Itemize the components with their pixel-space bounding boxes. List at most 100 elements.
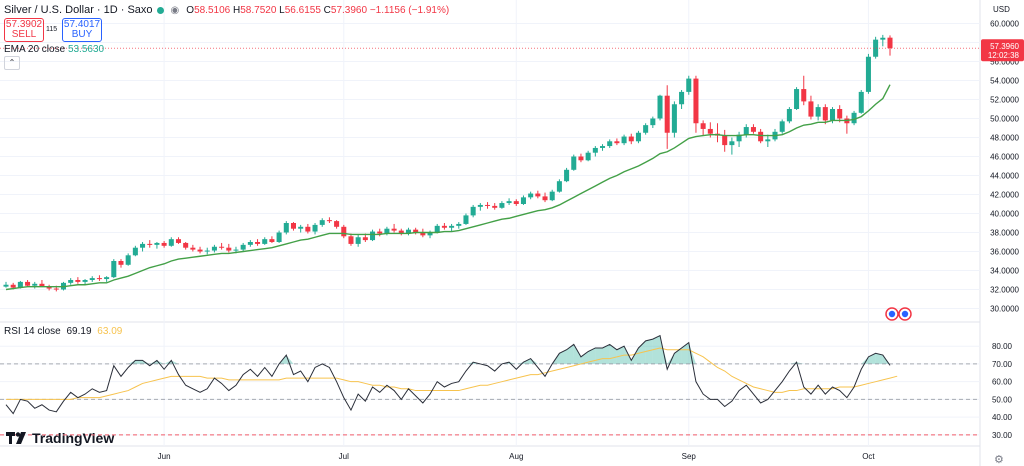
candle-body [384, 228, 390, 234]
candle-body [808, 101, 814, 117]
candle-body [276, 232, 282, 242]
candle-body [686, 78, 692, 92]
ema-label: EMA 20 close [4, 44, 66, 55]
candle-body [161, 242, 167, 246]
candle-body [233, 249, 239, 251]
candle-body [434, 225, 440, 233]
buy-price: 57.4017 [63, 19, 101, 30]
overbought-fill-segment [861, 356, 869, 364]
rsi-legend[interactable]: RSI 14 close 69.19 63.09 [4, 326, 122, 337]
rsi-tick-label: 50.00 [992, 395, 1013, 404]
candle-body [46, 286, 52, 289]
candle-body [197, 249, 203, 252]
symbol-title[interactable]: Silver / U.S. Dollar · 1D · Saxo [4, 4, 153, 16]
buy-button[interactable]: 57.4017 BUY [62, 18, 102, 42]
rsi-axis[interactable]: 80.00 70.00 60.00 50.00 40.00 30.00 [992, 342, 1013, 440]
candle-body [132, 247, 138, 256]
candle-body [707, 128, 713, 134]
gear-icon[interactable]: ⚙ [994, 454, 1004, 466]
candle-body [722, 135, 728, 146]
candle-body [865, 56, 871, 92]
time-tick-label: Jul [339, 452, 349, 461]
chevron-up-icon[interactable]: ⌃ [4, 56, 20, 70]
time-tick-label: Aug [509, 452, 523, 461]
price-tick-label: 36.0000 [990, 248, 1019, 257]
candle-body [168, 239, 174, 246]
candle-body [549, 191, 555, 201]
candle-body [621, 136, 627, 144]
price-tick-label: 40.0000 [990, 210, 1019, 219]
candle-body [348, 236, 354, 244]
candle-body [3, 284, 9, 287]
candle-body [873, 39, 879, 57]
candle-body [183, 242, 189, 248]
us-flag-icon [888, 310, 896, 318]
candle-body [75, 280, 81, 282]
candle-body [829, 109, 836, 121]
price-tick-label: 52.0000 [990, 96, 1019, 105]
sell-label: SELL [11, 29, 37, 40]
candle-body [743, 127, 749, 135]
candle-body [571, 156, 577, 170]
candle-body [858, 91, 864, 113]
candle-body [118, 261, 124, 265]
candle-body [10, 284, 16, 288]
candle-body [535, 193, 541, 197]
price-tick-label: 42.0000 [990, 191, 1019, 200]
ema-legend[interactable]: EMA 20 close 53.5630 [4, 44, 104, 55]
rsi-levels [0, 363, 980, 436]
overbought-fill-segment [559, 349, 567, 364]
rsi-ma-value: 63.09 [97, 326, 123, 337]
time-tick-label: Jun [158, 452, 171, 461]
tradingview-logo[interactable]: TradingView [6, 430, 114, 446]
overbought-fill-segment [530, 358, 538, 364]
sell-button[interactable]: 57.3902 SELL [4, 18, 44, 42]
candle-body [96, 278, 102, 280]
candle-body [89, 278, 95, 280]
spread-value: 115 [46, 26, 58, 33]
price-tick-label: 54.0000 [990, 77, 1019, 86]
rsi-tick-label: 60.00 [992, 378, 1013, 387]
candle-body [269, 239, 275, 242]
candle-body [779, 121, 785, 132]
price-tick-label: 34.0000 [990, 267, 1019, 276]
candle-body [219, 246, 225, 248]
candle-body [211, 246, 217, 251]
candles [3, 34, 893, 292]
candle-body [815, 107, 821, 117]
price-tick-label: 32.0000 [990, 286, 1019, 295]
overbought-fill-segment [573, 344, 581, 364]
candle-body [556, 181, 562, 192]
price-tick-label: 60.0000 [990, 20, 1019, 29]
candle-body [398, 230, 404, 234]
event-markers[interactable] [885, 307, 912, 321]
candle-body [175, 239, 182, 243]
price-axis[interactable]: 60.000058.000056.000054.000052.000050.00… [981, 20, 1024, 314]
candle-body [520, 197, 526, 204]
price-tick-label: 38.0000 [990, 229, 1019, 238]
eye-icon[interactable]: ◉ [170, 4, 180, 16]
candle-body [679, 91, 685, 105]
candle-body [729, 141, 735, 146]
candle-body [463, 215, 469, 224]
candle-body [671, 104, 677, 133]
us-flag-icon [901, 310, 909, 318]
candle-body [801, 89, 807, 102]
candle-body [247, 242, 253, 245]
countdown-label: 12:02:38 [988, 51, 1020, 60]
candle-body [262, 239, 268, 244]
candle-body [283, 223, 289, 233]
candle-body [341, 226, 347, 237]
buy-label: BUY [71, 29, 93, 40]
candle-body [786, 109, 792, 122]
candle-body [305, 226, 311, 232]
price-tick-label: 46.0000 [990, 153, 1019, 162]
time-axis[interactable]: JunJulAugSepOctNovDec [158, 452, 1024, 461]
ema-line [5, 84, 891, 291]
rsi-overbought-fill [128, 335, 890, 364]
candle-body [664, 95, 670, 133]
overbought-fill-segment [616, 346, 625, 364]
currency-label[interactable]: USD [993, 5, 1010, 14]
overbought-fill-segment [868, 353, 876, 364]
